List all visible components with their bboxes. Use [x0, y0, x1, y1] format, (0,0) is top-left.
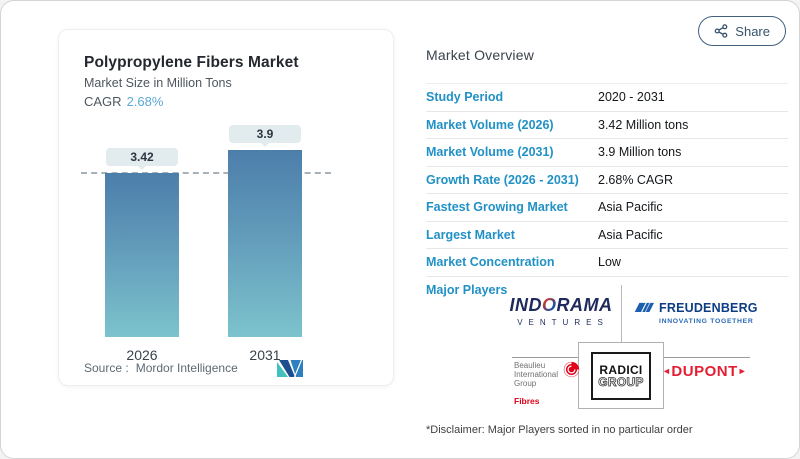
row-value: 3.42 Million tons — [598, 117, 689, 132]
beaulieu-swirl-icon — [563, 361, 580, 378]
table-row-market-volume-2026: Market Volume (2026) 3.42 Million tons — [426, 112, 788, 139]
market-chart-card: Polypropylene Fibers Market Market Size … — [58, 29, 394, 386]
freudenberg-text-block: FREUDENBERG INNOVATING TOGETHER — [659, 301, 758, 325]
reference-dashed-line — [81, 171, 331, 174]
table-row-fastest-growing-market: Fastest Growing Market Asia Pacific — [426, 194, 788, 222]
source-value: Mordor Intelligence — [135, 361, 238, 375]
beaulieu-name-lines: Beaulieu International Group — [514, 361, 559, 388]
row-label: Market Volume (2031) — [426, 145, 554, 160]
row-value: Asia Pacific — [598, 227, 663, 242]
logo-dupont: ◄DUPONT► — [662, 363, 748, 380]
beaulieu-text-block: Beaulieu International Group — [514, 361, 580, 388]
dupont-left-chevron-icon: ◄ — [662, 366, 672, 376]
bar-value-label-2026: 3.42 — [106, 147, 178, 170]
row-label: Growth Rate (2026 - 2031) — [426, 172, 579, 187]
row-value: 3.9 Million tons — [598, 145, 682, 160]
cagr-value: 2.68% — [126, 94, 164, 109]
indorama-ventures-text: VENTURES — [517, 318, 609, 327]
chart-cagr-line: CAGR 2.68% — [84, 94, 163, 109]
freudenberg-tagline: INNOVATING TOGETHER — [659, 318, 754, 325]
table-row-study-period: Study Period 2020 - 2031 — [426, 84, 788, 112]
chart-source: Source : Mordor Intelligence — [84, 361, 238, 375]
row-value: Asia Pacific — [598, 200, 663, 215]
cagr-label: CAGR — [84, 94, 122, 109]
dupont-right-chevron-icon: ► — [737, 366, 748, 376]
x-axis-label-2031: 2031 — [249, 347, 281, 363]
major-players-label: Major Players — [426, 283, 508, 297]
logo-grid-horizontal-divider-right — [664, 357, 750, 358]
table-row-market-volume-2031: Market Volume (2031) 3.9 Million tons — [426, 139, 788, 167]
logo-beaulieu-international-group: Beaulieu International Group Fibres — [514, 361, 580, 406]
radici-inner-box: RADICI GROUP — [591, 351, 651, 400]
chart-title: Polypropylene Fibers Market — [84, 54, 299, 71]
mordor-intelligence-logo-icon — [277, 360, 303, 377]
table-row-growth-rate: Growth Rate (2026 - 2031) 2.68% CAGR — [426, 167, 788, 194]
row-value: 2020 - 2031 — [598, 90, 665, 105]
table-row-market-concentration: Market Concentration Low — [426, 249, 788, 277]
share-nodes-icon — [714, 24, 728, 38]
row-label: Largest Market — [426, 227, 515, 242]
bar-value-label-2031: 3.9 — [229, 124, 301, 147]
radici-group-text: GROUP — [598, 374, 644, 389]
bar-2026 — [105, 172, 179, 337]
indorama-globe-o-icon: O — [541, 295, 557, 315]
row-value: 2.68% CAGR — [598, 172, 674, 187]
overview-table: Study Period 2020 - 2031 Market Volume (… — [426, 83, 788, 277]
table-row-largest-market: Largest Market Asia Pacific — [426, 222, 788, 249]
share-button-label: Share — [735, 23, 770, 39]
radici-wordmark: RADICI — [599, 362, 643, 377]
freudenberg-wordmark: FREUDENBERG — [659, 301, 758, 315]
bar-column-2031: 3.9 — [228, 124, 302, 337]
logo-freudenberg: FREUDENBERG INNOVATING TOGETHER — [632, 301, 758, 325]
beaulieu-fibres-text: Fibres — [514, 396, 540, 406]
row-label: Study Period — [426, 90, 504, 105]
logo-radici-group-box: RADICI GROUP — [578, 342, 664, 409]
row-label: Fastest Growing Market — [426, 200, 568, 215]
logo-grid-horizontal-divider-left — [512, 357, 578, 358]
overview-heading: Market Overview — [426, 47, 535, 63]
logo-grid-vertical-divider — [621, 285, 622, 343]
bar-2031 — [228, 149, 302, 337]
logo-indorama-ventures: INDORAMA VENTURES — [507, 295, 615, 327]
freudenberg-flag-icon — [634, 302, 654, 313]
row-label: Market Concentration — [426, 255, 555, 270]
source-label: Source : — [84, 361, 129, 375]
row-label: Market Volume (2026) — [426, 117, 554, 132]
x-axis-label-2026: 2026 — [126, 347, 158, 363]
chart-subtitle: Market Size in Million Tons — [84, 76, 232, 90]
disclaimer-text: *Disclaimer: Major Players sorted in no … — [426, 424, 693, 436]
dupont-wordmark: DUPONT — [671, 363, 738, 380]
row-value: Low — [598, 255, 621, 270]
bar-column-2026: 3.42 — [105, 147, 179, 337]
indorama-wordmark: INDORAMA — [509, 295, 613, 315]
share-button[interactable]: Share — [698, 16, 786, 46]
